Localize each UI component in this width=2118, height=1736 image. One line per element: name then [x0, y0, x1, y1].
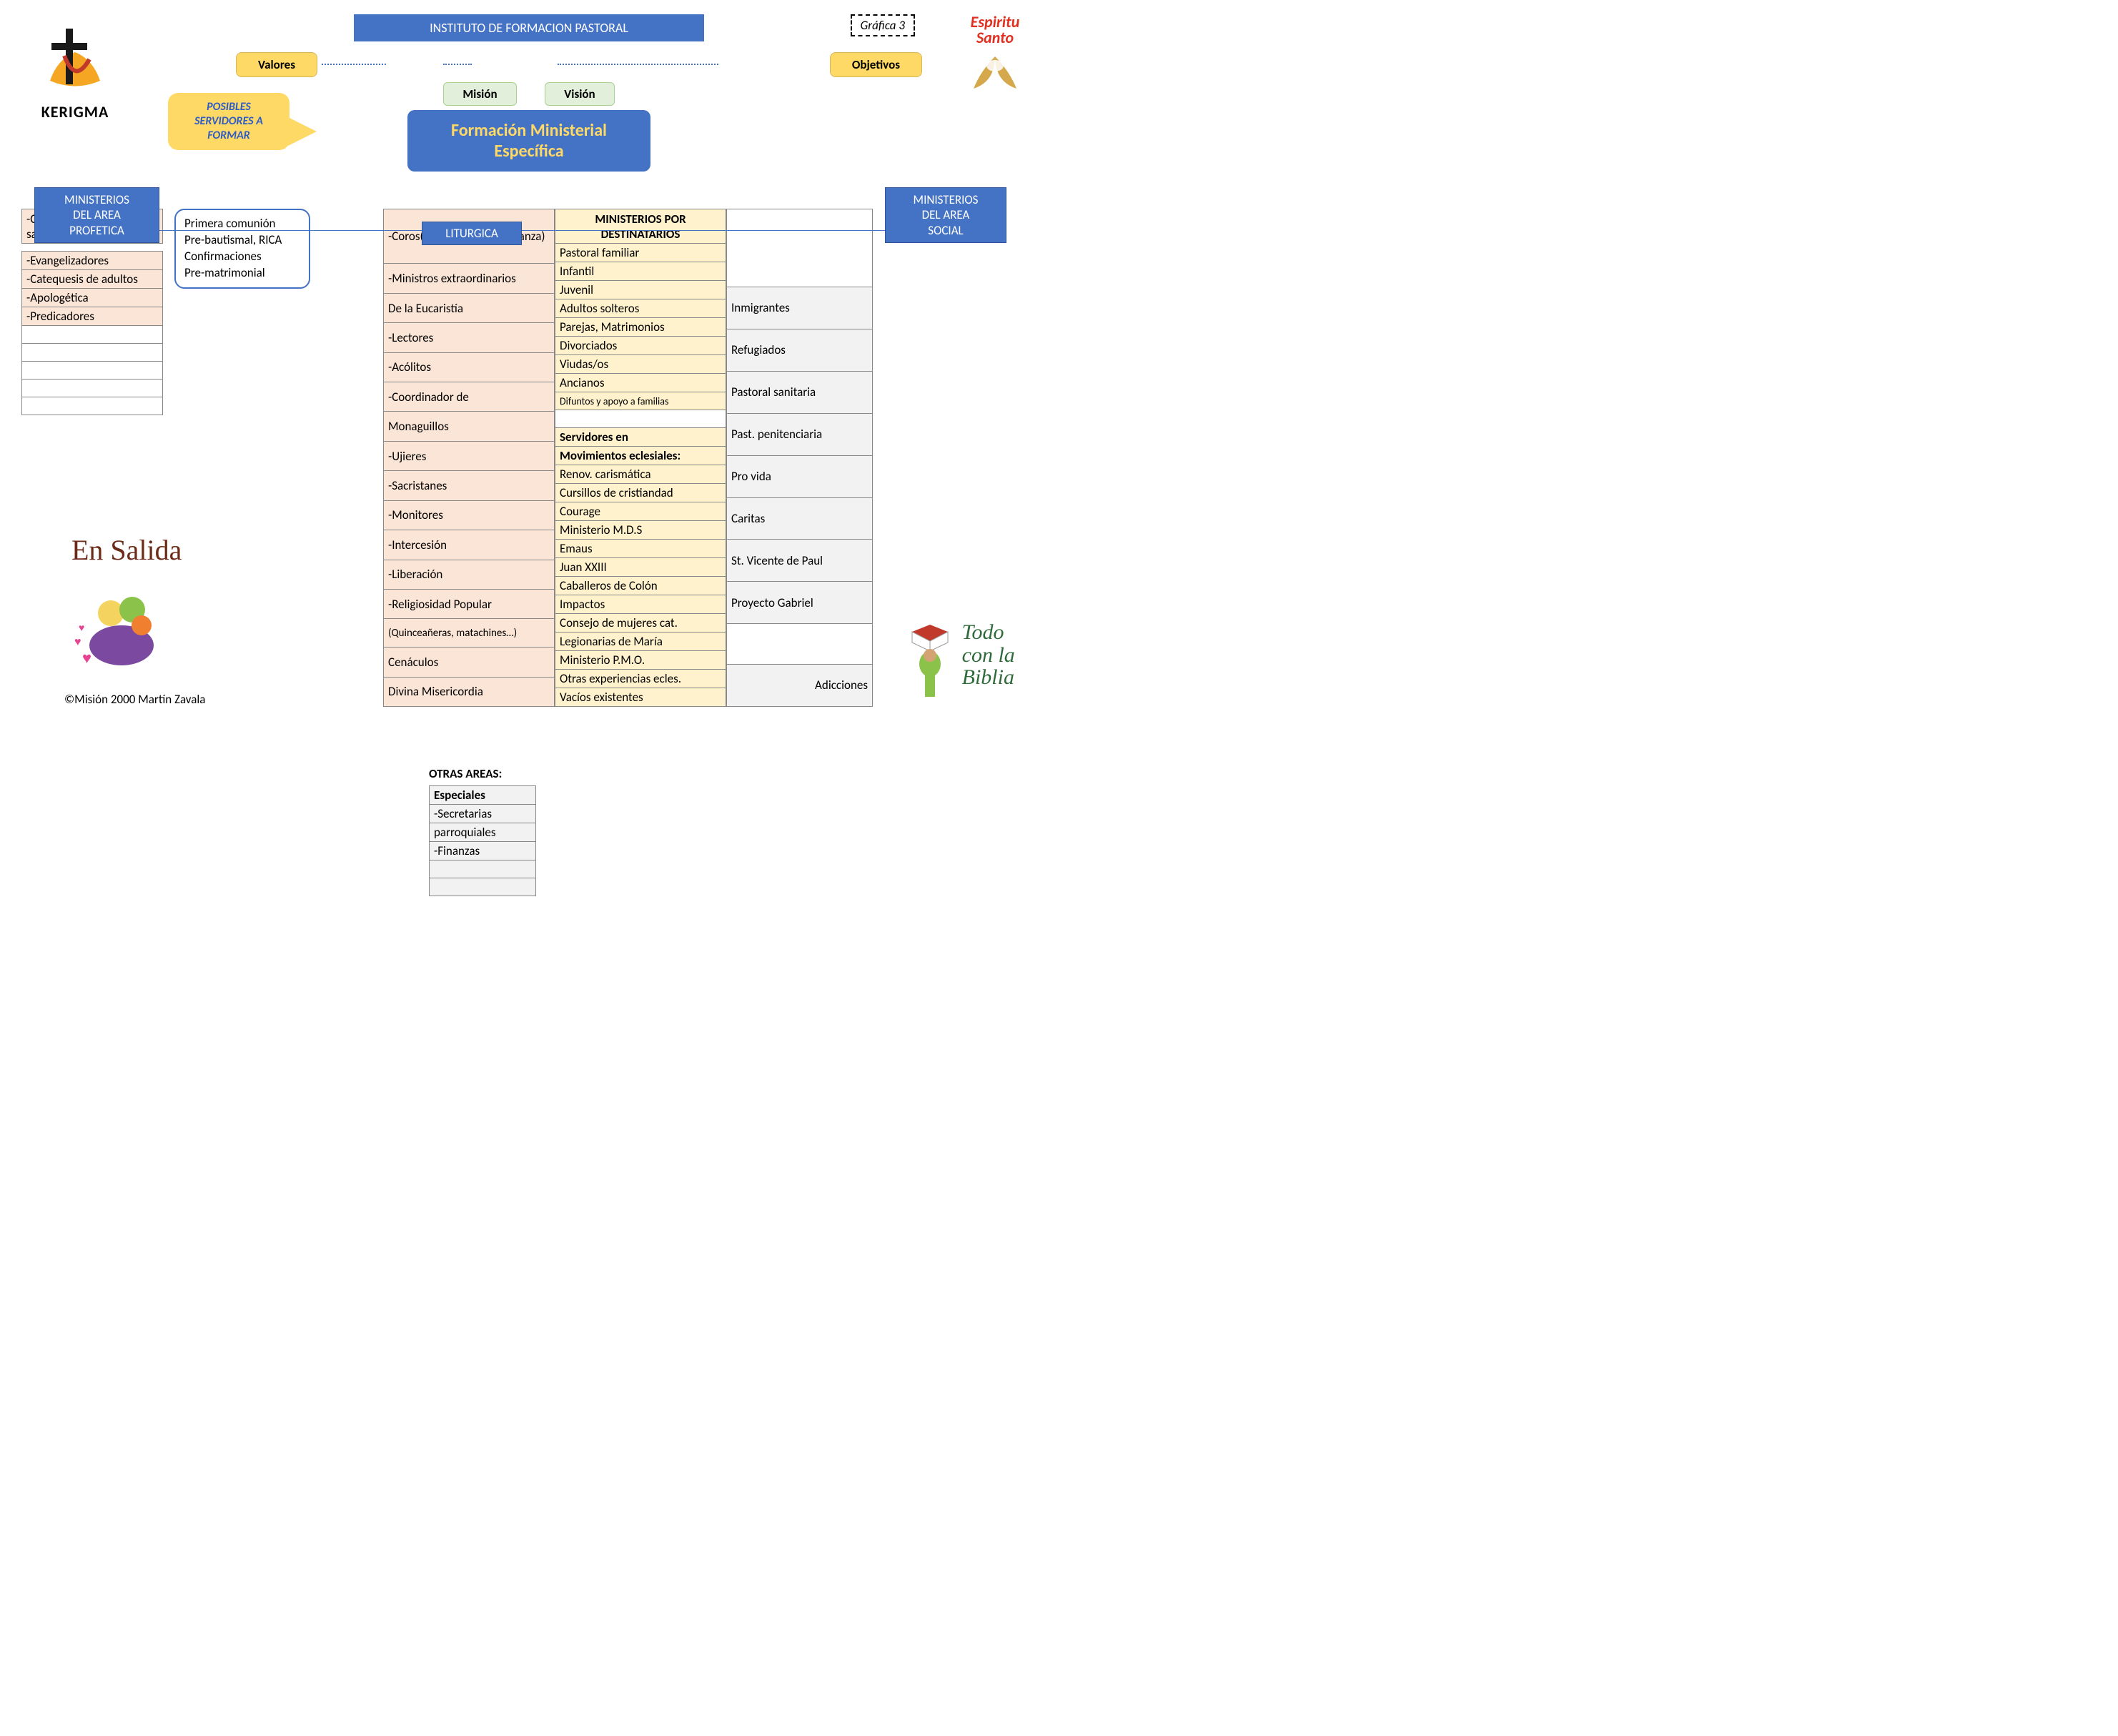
header-social: MINISTERIOSDEL AREASOCIAL	[885, 187, 1006, 243]
en-salida-logo: En Salida ♥ ♥ ♥	[71, 533, 229, 678]
table-profetica: -Evangelizadores-Catequesis de adultos-A…	[21, 251, 163, 415]
table-social: InmigrantesRefugiadosPastoral sanitariaP…	[726, 209, 873, 707]
svg-text:♥: ♥	[79, 622, 84, 634]
header-liturgica: LITURGICA	[422, 222, 522, 245]
otras-areas: OTRAS AREAS: Especiales-Secretariasparro…	[429, 766, 550, 896]
page-title: INSTITUTO DE FORMACION PASTORAL	[354, 14, 704, 41]
center-formacion: Formación MinisterialEspecífica	[407, 110, 650, 172]
header-profetica: MINISTERIOSDEL AREAPROFETICA	[34, 187, 159, 243]
svg-text:♥: ♥	[82, 648, 91, 668]
todo-biblia-logo: Todo con la Biblia	[905, 621, 1034, 707]
valores-pill: Valores	[236, 52, 317, 77]
grafica-label: Gráfica 3	[851, 14, 915, 36]
notebox-sacramentos: Primera comuniónPre-bautismal, RICAConfi…	[174, 209, 310, 289]
table-liturgica: -Coros(Ministerios de Alabanza)-Ministro…	[383, 209, 555, 707]
callout-servidores: POSIBLESSERVIDORES AFORMAR	[168, 93, 290, 150]
svg-text:♥: ♥	[74, 635, 81, 649]
copyright: ©Misión 2000 Martín Zavala	[64, 692, 205, 707]
objetivos-pill: Objetivos	[830, 52, 922, 77]
table-destinatarios: MINISTERIOS PORDESTINATARIOSPastoral fam…	[555, 209, 726, 707]
